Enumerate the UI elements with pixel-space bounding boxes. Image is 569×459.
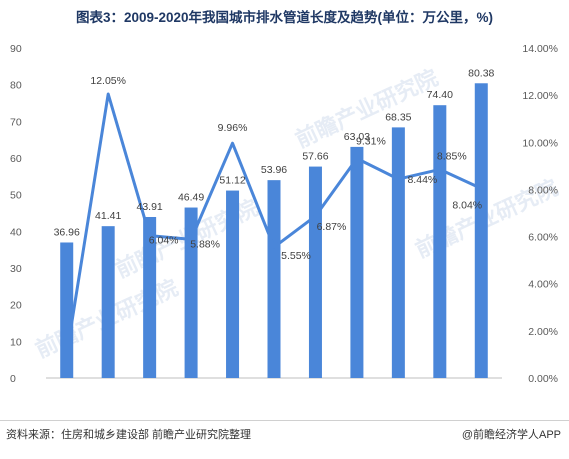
growth-line bbox=[65, 92, 482, 355]
bar bbox=[143, 216, 157, 378]
y-left-tick-label: 40 bbox=[10, 226, 22, 238]
y-right-tick-label: 10.00% bbox=[522, 137, 558, 149]
bar bbox=[184, 207, 198, 378]
y-right-tick-label: 4.00% bbox=[528, 279, 558, 291]
chart-title: 图表3：2009-2020年我国城市排水管道长度及趋势(单位：万公里，%) bbox=[75, 10, 494, 25]
bar-value-label: 63.03 bbox=[344, 131, 370, 143]
y-left-tick-label: 80 bbox=[10, 80, 22, 92]
bar bbox=[350, 146, 364, 378]
bar bbox=[226, 190, 240, 378]
line-value-label: 8.04% bbox=[452, 199, 482, 211]
y-left-tick-label: 50 bbox=[10, 190, 22, 202]
y-right-tick-label: 8.00% bbox=[528, 184, 558, 196]
y-left-tick-label: 0 bbox=[10, 373, 16, 385]
bar-value-label: 57.66 bbox=[302, 151, 328, 163]
bar-value-label: 43.91 bbox=[136, 201, 162, 213]
line-value-label: 8.85% bbox=[437, 150, 467, 162]
y-right-tick-label: 14.00% bbox=[522, 43, 558, 55]
line-value-label: 8.44% bbox=[407, 174, 437, 186]
line-value-label: 5.88% bbox=[190, 238, 220, 250]
data-labels: 36.96 41.41 43.91 46.49 51.12 53.96 57.66 63.03… bbox=[54, 67, 495, 262]
line-value-label: 9.31% bbox=[356, 136, 386, 148]
line-value-label: 12.05% bbox=[90, 75, 126, 87]
bar-series bbox=[60, 83, 488, 379]
y-left-tick-label: 20 bbox=[10, 300, 22, 312]
bar-value-label: 46.49 bbox=[178, 192, 204, 204]
bar-value-label: 36.96 bbox=[54, 226, 80, 238]
bar-value-label: 68.35 bbox=[385, 111, 411, 123]
y-right-tick-label: 12.00% bbox=[522, 90, 558, 102]
source-note: 资料来源：住房和城乡建设部 前瞻产业研究院整理 bbox=[6, 429, 252, 441]
chart: 前瞻产业研究院前瞻产业研究院前瞻产业研究院前瞻产业研究院 01020304050… bbox=[10, 43, 562, 385]
y-right-tick-label: 6.00% bbox=[528, 232, 558, 244]
bar-value-label: 53.96 bbox=[261, 164, 287, 176]
bar bbox=[60, 242, 74, 378]
y-left-tick-label: 90 bbox=[10, 43, 22, 55]
bar-value-label: 80.38 bbox=[468, 67, 494, 79]
footer-divider bbox=[0, 420, 569, 421]
bar bbox=[474, 83, 488, 379]
line-value-label: 6.87% bbox=[317, 221, 347, 233]
y-left-tick-label: 60 bbox=[10, 153, 22, 165]
bar bbox=[267, 180, 281, 378]
line-value-label: 5.55% bbox=[281, 250, 311, 262]
line-value-label: 6.04% bbox=[149, 235, 179, 247]
y-left-tick-label: 10 bbox=[10, 336, 22, 348]
bar bbox=[391, 127, 405, 378]
growth-line-series bbox=[65, 92, 482, 355]
bar-value-label: 51.12 bbox=[219, 175, 245, 187]
y-left-tick-label: 30 bbox=[10, 263, 22, 275]
line-value-label: 9.96% bbox=[218, 122, 248, 134]
bar bbox=[101, 226, 115, 378]
y-right-tick-label: 2.00% bbox=[528, 326, 558, 338]
brand-credit: @前瞻经济学人APP bbox=[461, 429, 561, 441]
bar-value-label: 41.41 bbox=[95, 210, 121, 222]
y-right-tick-label: 0.00% bbox=[528, 373, 558, 385]
bar bbox=[433, 105, 447, 378]
bar bbox=[308, 166, 322, 378]
y-left-tick-label: 70 bbox=[10, 116, 22, 128]
bar-value-label: 74.40 bbox=[427, 89, 453, 101]
